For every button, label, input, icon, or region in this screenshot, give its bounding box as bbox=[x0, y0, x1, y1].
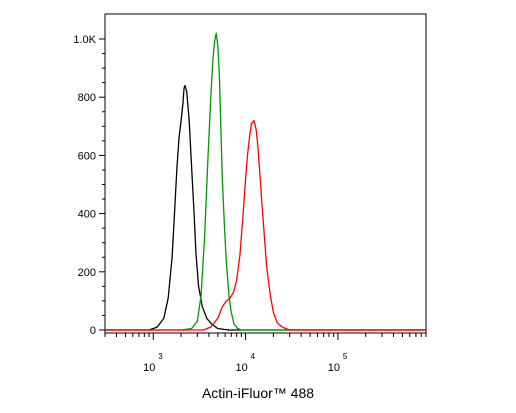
x-tick-label-exponent: 4 bbox=[251, 352, 256, 361]
plot-frame bbox=[104, 13, 427, 334]
histogram-series-1 bbox=[105, 84, 426, 331]
x-axis-title: Actin-iFluor™ 488 bbox=[202, 385, 314, 401]
x-tick-label-exponent: 3 bbox=[158, 352, 163, 361]
x-tick-label-base: 10 bbox=[143, 362, 155, 374]
y-tick-label: 600 bbox=[78, 150, 96, 162]
y-tick-label: 0 bbox=[90, 325, 96, 337]
y-axis: 0 200 400 600 800 1.0K bbox=[73, 34, 105, 337]
x-tick-label-exponent: 5 bbox=[343, 352, 348, 361]
y-tick-label: 800 bbox=[78, 92, 96, 104]
y-tick-label: 1.0K bbox=[73, 34, 96, 46]
x-tick-label-base: 10 bbox=[235, 362, 247, 374]
histogram-series-2 bbox=[105, 32, 426, 331]
x-tick-label-base: 10 bbox=[328, 362, 340, 374]
y-tick-label: 200 bbox=[78, 267, 96, 279]
y-tick-label: 400 bbox=[78, 209, 96, 221]
histogram-series-3 bbox=[105, 119, 426, 331]
series-layer bbox=[105, 32, 426, 331]
